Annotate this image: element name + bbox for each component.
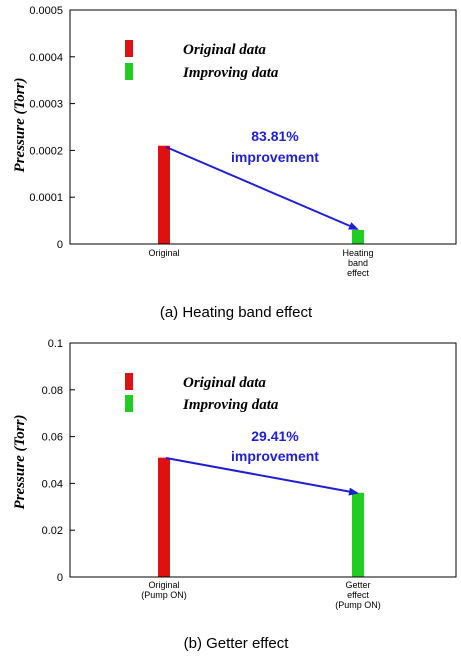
- y-axis-label: Pressure (Torr): [12, 78, 28, 173]
- caption: (a) Heating band effect: [160, 304, 313, 321]
- y-tick-label: 0.08: [42, 385, 63, 397]
- y-ticks: 0 0.0001 0.0002 0.0003 0.0004 0.0005: [29, 5, 75, 251]
- x-category-label: Heating band effect: [342, 248, 373, 278]
- y-tick-label: 0.0002: [29, 145, 63, 157]
- x-categories: Original (Pump ON) Getter effect (Pump ON): [141, 580, 381, 610]
- legend-label-original: Original data: [183, 375, 266, 391]
- x-category-label: Getter effect (Pump ON): [335, 580, 381, 610]
- bars: [158, 145, 364, 244]
- caption: (b) Getter effect: [184, 635, 290, 652]
- y-tick-label: 0: [57, 239, 63, 251]
- plot-frame: [69, 342, 457, 578]
- y-tick-label: 0.0001: [29, 192, 63, 204]
- y-tick-label: 0.0005: [29, 5, 63, 17]
- bar-original: [158, 145, 170, 244]
- improvement-percent: 83.81%: [251, 128, 299, 144]
- y-tick-label: 0.1: [48, 338, 63, 350]
- legend-swatch-improving: [125, 395, 133, 412]
- bar-improving: [352, 229, 364, 244]
- improvement-label: improvement: [231, 149, 319, 165]
- y-tick-label: 0.04: [42, 478, 63, 490]
- chart-getter: Pressure (Torr) 0 0.02 0.04 0.06 0.08 0.1 Ori…: [12, 338, 457, 652]
- y-tick-label: 0: [57, 572, 63, 584]
- y-tick-label: 0.02: [42, 525, 63, 537]
- improvement-arrow: [165, 146, 359, 230]
- legend-label-improving: Improving data: [182, 65, 279, 81]
- bar-original: [158, 457, 170, 577]
- x-categories: Original Heating band effect: [148, 248, 373, 278]
- legend: Original data Improving data: [125, 373, 279, 413]
- improvement-arrow: [165, 457, 359, 496]
- legend-swatch-improving: [125, 63, 133, 80]
- legend-swatch-original: [125, 373, 133, 390]
- legend: Original data Improving data: [125, 40, 279, 81]
- x-category-label: Original (Pump ON): [141, 580, 187, 600]
- improvement-percent: 29.41%: [251, 428, 299, 444]
- legend-swatch-original: [125, 40, 133, 57]
- chart-heating-band: Pressure (Torr) 0 0.0001 0.0002 0.0003 0.000…: [12, 5, 457, 321]
- y-tick-label: 0.0004: [29, 52, 63, 64]
- y-axis-label: Pressure (Torr): [12, 415, 28, 510]
- y-tick-label: 0.0003: [29, 99, 63, 111]
- bar-improving: [352, 492, 364, 577]
- legend-label-original: Original data: [183, 42, 266, 58]
- improvement-label: improvement: [231, 448, 319, 464]
- x-category-label: Original: [148, 248, 179, 258]
- legend-label-improving: Improving data: [182, 397, 279, 413]
- bars: [158, 457, 364, 577]
- y-tick-label: 0.06: [42, 432, 63, 444]
- plot-frame: [69, 9, 457, 245]
